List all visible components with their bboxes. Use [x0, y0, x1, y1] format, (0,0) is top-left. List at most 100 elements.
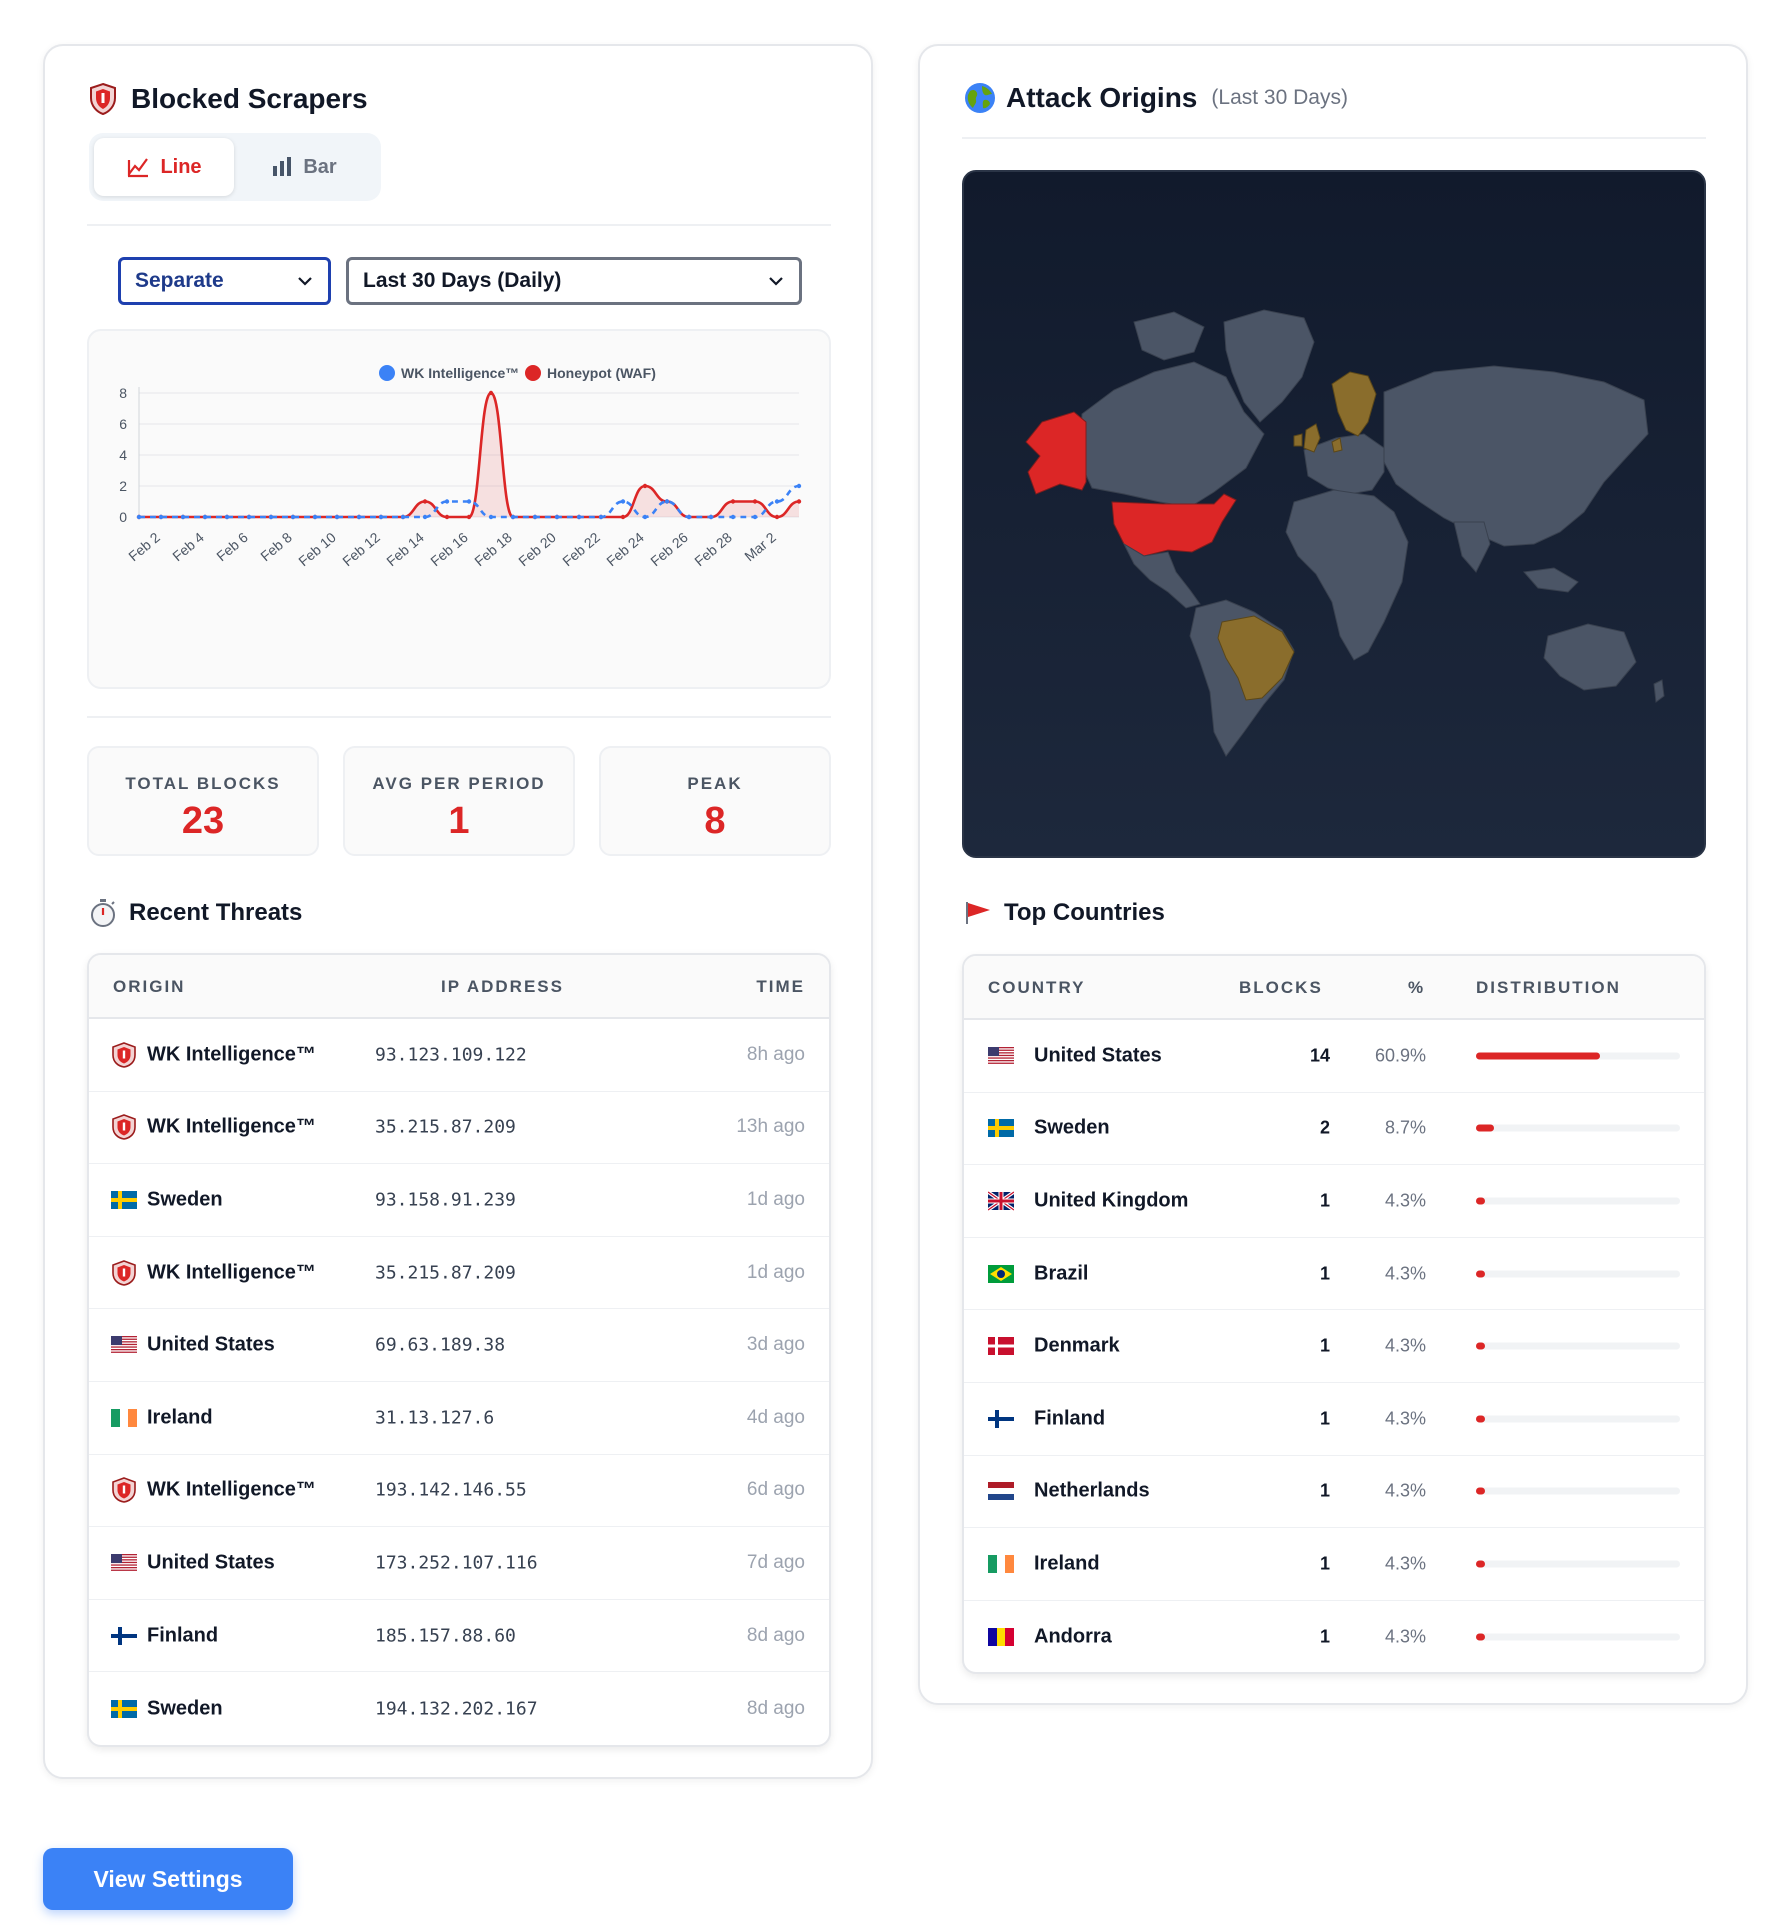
data-point	[180, 514, 186, 520]
origin-name: Finland	[147, 1624, 219, 1647]
map-region[interactable]	[1223, 309, 1315, 423]
world-map[interactable]	[962, 170, 1706, 858]
ip-address: 93.123.109.122	[375, 1044, 527, 1066]
table-row[interactable]: United States 69.63.189.38 3d ago	[89, 1309, 829, 1382]
recent-threats-title: Recent Threats	[129, 899, 303, 926]
flag-ie-icon	[111, 1408, 137, 1427]
table-row[interactable]: Sweden 194.132.202.167 8d ago	[89, 1672, 829, 1745]
map-region[interactable]	[1122, 542, 1201, 609]
map-region[interactable]	[1079, 361, 1265, 508]
map-region[interactable]	[1303, 433, 1385, 495]
data-point	[312, 514, 318, 520]
flag-icon	[966, 902, 990, 924]
flag-nl-icon	[988, 1482, 1014, 1501]
block-percent: 60.9%	[1374, 1045, 1426, 1066]
map-region[interactable]	[1331, 437, 1343, 453]
table-row[interactable]: United Kingdom 1 4.3%	[964, 1165, 1704, 1238]
stat-total-blocks: TOTAL BLOCKS 23	[87, 746, 319, 856]
x-tick-label: Feb 20	[515, 529, 559, 569]
recent-threats-table: ORIGIN IP ADDRESS TIME WK Intelligence™ 9…	[87, 953, 831, 1747]
data-point	[444, 514, 450, 520]
table-row[interactable]: Ireland 31.13.127.6 4d ago	[89, 1382, 829, 1455]
map-region[interactable]	[1331, 371, 1377, 437]
header-blocks: BLOCKS	[1239, 978, 1323, 997]
table-row[interactable]: United States 173.252.107.116 7d ago	[89, 1527, 829, 1600]
block-count: 1	[1319, 1626, 1330, 1647]
data-point	[356, 514, 362, 520]
data-point	[466, 514, 472, 520]
table-row[interactable]: Netherlands 1 4.3%	[964, 1456, 1704, 1529]
blocked-scrapers-title: Blocked Scrapers	[131, 83, 368, 114]
map-region[interactable]	[1303, 423, 1321, 453]
map-region[interactable]	[1653, 679, 1665, 703]
map-region[interactable]	[1383, 365, 1649, 547]
attack-origins-card: Attack Origins (Last 30 Days)	[918, 44, 1748, 1705]
table-row[interactable]: Finland 185.157.88.60 8d ago	[89, 1600, 829, 1673]
world-map-svg	[1025, 309, 1665, 757]
table-row[interactable]: WK Intelligence™ 93.123.109.122 8h ago	[89, 1019, 829, 1092]
table-row[interactable]: Denmark 1 4.3%	[964, 1310, 1704, 1383]
x-tick-label: Feb 16	[427, 529, 471, 569]
block-count: 1	[1319, 1480, 1330, 1501]
table-row[interactable]: Finland 1 4.3%	[964, 1383, 1704, 1456]
country-name: United Kingdom	[1034, 1189, 1189, 1212]
map-region[interactable]	[1217, 615, 1295, 701]
flag-se-icon	[111, 1190, 137, 1209]
flag-ie-icon	[988, 1554, 1014, 1573]
distribution-fill	[1476, 1560, 1485, 1568]
map-region[interactable]	[1543, 623, 1637, 691]
table-row[interactable]: United States 14 60.9%	[964, 1020, 1704, 1093]
block-percent: 4.3%	[1384, 1626, 1426, 1647]
table-row[interactable]: WK Intelligence™ 193.142.146.55 6d ago	[89, 1455, 829, 1528]
header-origin: ORIGIN	[113, 977, 186, 996]
map-region[interactable]	[1453, 521, 1491, 573]
table-row[interactable]: Sweden 93.158.91.239 1d ago	[89, 1164, 829, 1237]
table-row[interactable]: WK Intelligence™ 35.215.87.209 1d ago	[89, 1237, 829, 1310]
map-region[interactable]	[1523, 567, 1579, 593]
map-region[interactable]	[1025, 411, 1087, 495]
y-tick-label: 8	[119, 385, 127, 401]
table-row[interactable]: Brazil 1 4.3%	[964, 1238, 1704, 1311]
chevron-down-icon	[769, 277, 783, 286]
country-name: Brazil	[1034, 1262, 1089, 1285]
origin-name: Sweden	[147, 1697, 223, 1720]
stat-value: 23	[181, 800, 225, 842]
x-tick-label: Feb 18	[471, 529, 515, 569]
flag-br-icon	[988, 1264, 1014, 1283]
data-point	[202, 514, 208, 520]
series-mode-select[interactable]: Separate	[118, 257, 331, 305]
line-view-button[interactable]: Line	[94, 138, 234, 196]
table-row[interactable]: Andorra 1 4.3%	[964, 1601, 1704, 1672]
shield-icon	[112, 1041, 136, 1068]
map-region[interactable]	[1293, 433, 1303, 447]
stat-label: AVG PER PERIOD	[372, 774, 546, 793]
flag-se-icon	[111, 1699, 137, 1718]
data-point	[378, 514, 384, 520]
blocked-scrapers-chart: 0 2 4 6 8 Feb 2 Feb 4 Feb 6 Feb 8 Feb 10 Feb 12 Feb…	[87, 329, 831, 689]
x-tick-label: Feb 28	[691, 529, 735, 569]
table-row[interactable]: Ireland 1 4.3%	[964, 1528, 1704, 1601]
origin-name: WK Intelligence™	[147, 1043, 316, 1066]
table-row[interactable]: WK Intelligence™ 35.215.87.209 13h ago	[89, 1092, 829, 1165]
map-region[interactable]	[1285, 489, 1409, 661]
legend-swatch	[379, 365, 395, 381]
attack-origins-subtitle: (Last 30 Days)	[1211, 86, 1348, 109]
attack-origins-heading: Attack Origins (Last 30 Days)	[964, 82, 1348, 114]
table-row[interactable]: Sweden 2 8.7%	[964, 1093, 1704, 1166]
top-countries-table: COUNTRY BLOCKS % DISTRIBUTION United Sta…	[962, 954, 1706, 1674]
top-countries-heading: Top Countries	[964, 899, 1165, 927]
y-tick-label: 6	[119, 416, 127, 432]
distribution-fill	[1476, 1633, 1485, 1641]
time-ago: 1d ago	[746, 1261, 805, 1283]
origin-name: WK Intelligence™	[147, 1115, 316, 1138]
bar-view-button[interactable]: Bar	[234, 138, 374, 196]
block-count: 14	[1309, 1045, 1330, 1066]
view-settings-button[interactable]: View Settings	[43, 1848, 293, 1910]
x-tick-label: Feb 24	[603, 529, 647, 569]
date-range-select[interactable]: Last 30 Days (Daily)	[346, 257, 802, 305]
line-view-label: Line	[160, 155, 202, 178]
map-region[interactable]	[1133, 311, 1205, 361]
data-point	[466, 499, 472, 504]
distribution-fill	[1476, 1342, 1485, 1350]
block-percent: 4.3%	[1384, 1263, 1426, 1284]
